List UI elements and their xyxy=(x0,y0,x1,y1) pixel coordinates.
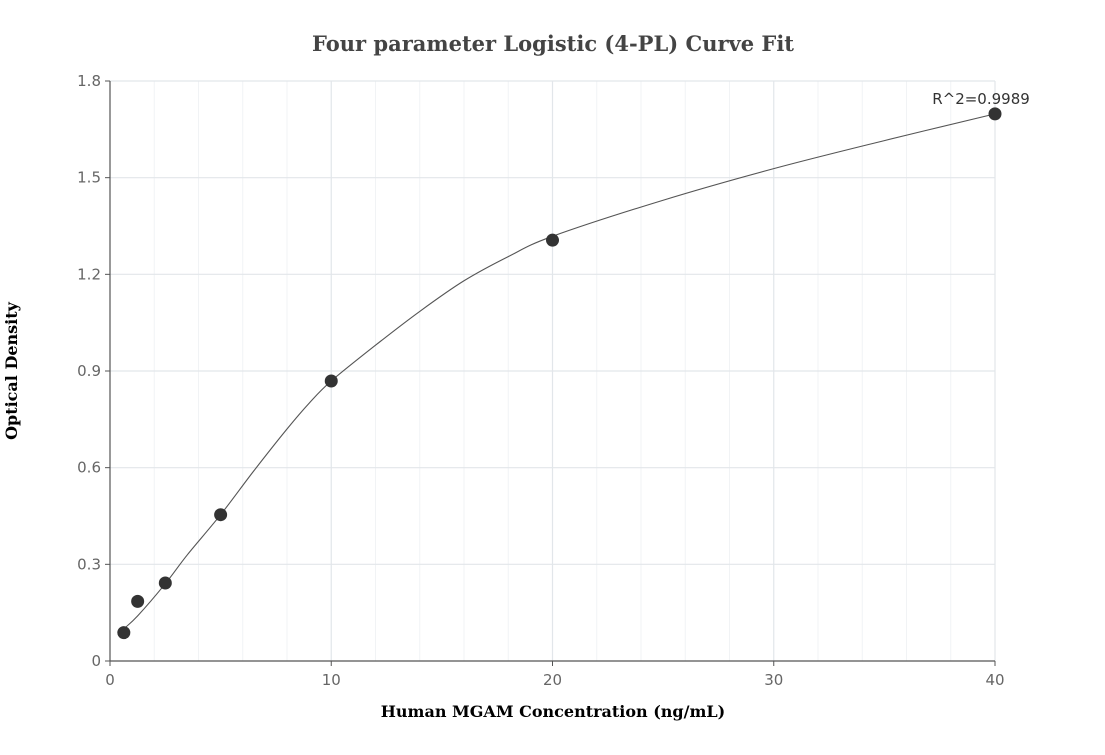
x-tick-label: 20 xyxy=(543,671,562,689)
data-point xyxy=(117,626,131,640)
x-axis-title: Human MGAM Concentration (ng/mL) xyxy=(381,702,725,721)
data-point xyxy=(324,374,338,388)
x-tick-label: 30 xyxy=(764,671,783,689)
data-points xyxy=(117,107,1002,640)
y-axis-title: Optical Density xyxy=(2,301,21,440)
y-tick-label: 0.3 xyxy=(77,555,101,573)
y-tick-label: 0 xyxy=(91,652,101,670)
x-tick-label: 10 xyxy=(322,671,341,689)
x-axis-ticks: 0 10 20 30 40 xyxy=(105,661,1005,689)
data-point xyxy=(158,576,172,590)
data-point xyxy=(988,107,1002,121)
data-point xyxy=(214,508,228,522)
y-tick-label: 1.5 xyxy=(77,169,101,187)
fit-curve-line xyxy=(123,113,996,630)
r-squared-annotation: R^2=0.9989 xyxy=(932,90,1030,108)
y-axis-ticks: 0 0.3 0.6 0.9 1.2 1.5 1.8 xyxy=(77,72,110,670)
chart-title: Four parameter Logistic (4-PL) Curve Fit xyxy=(312,31,794,56)
x-tick-label: 40 xyxy=(985,671,1004,689)
data-point xyxy=(546,233,559,247)
data-point xyxy=(131,594,145,608)
y-tick-label: 0.6 xyxy=(77,459,101,477)
y-tick-label: 1.8 xyxy=(77,72,101,90)
x-tick-label: 0 xyxy=(105,671,115,689)
y-tick-label: 1.2 xyxy=(77,265,101,283)
major-gridlines-y xyxy=(110,80,995,565)
y-tick-label: 0.9 xyxy=(77,362,101,380)
